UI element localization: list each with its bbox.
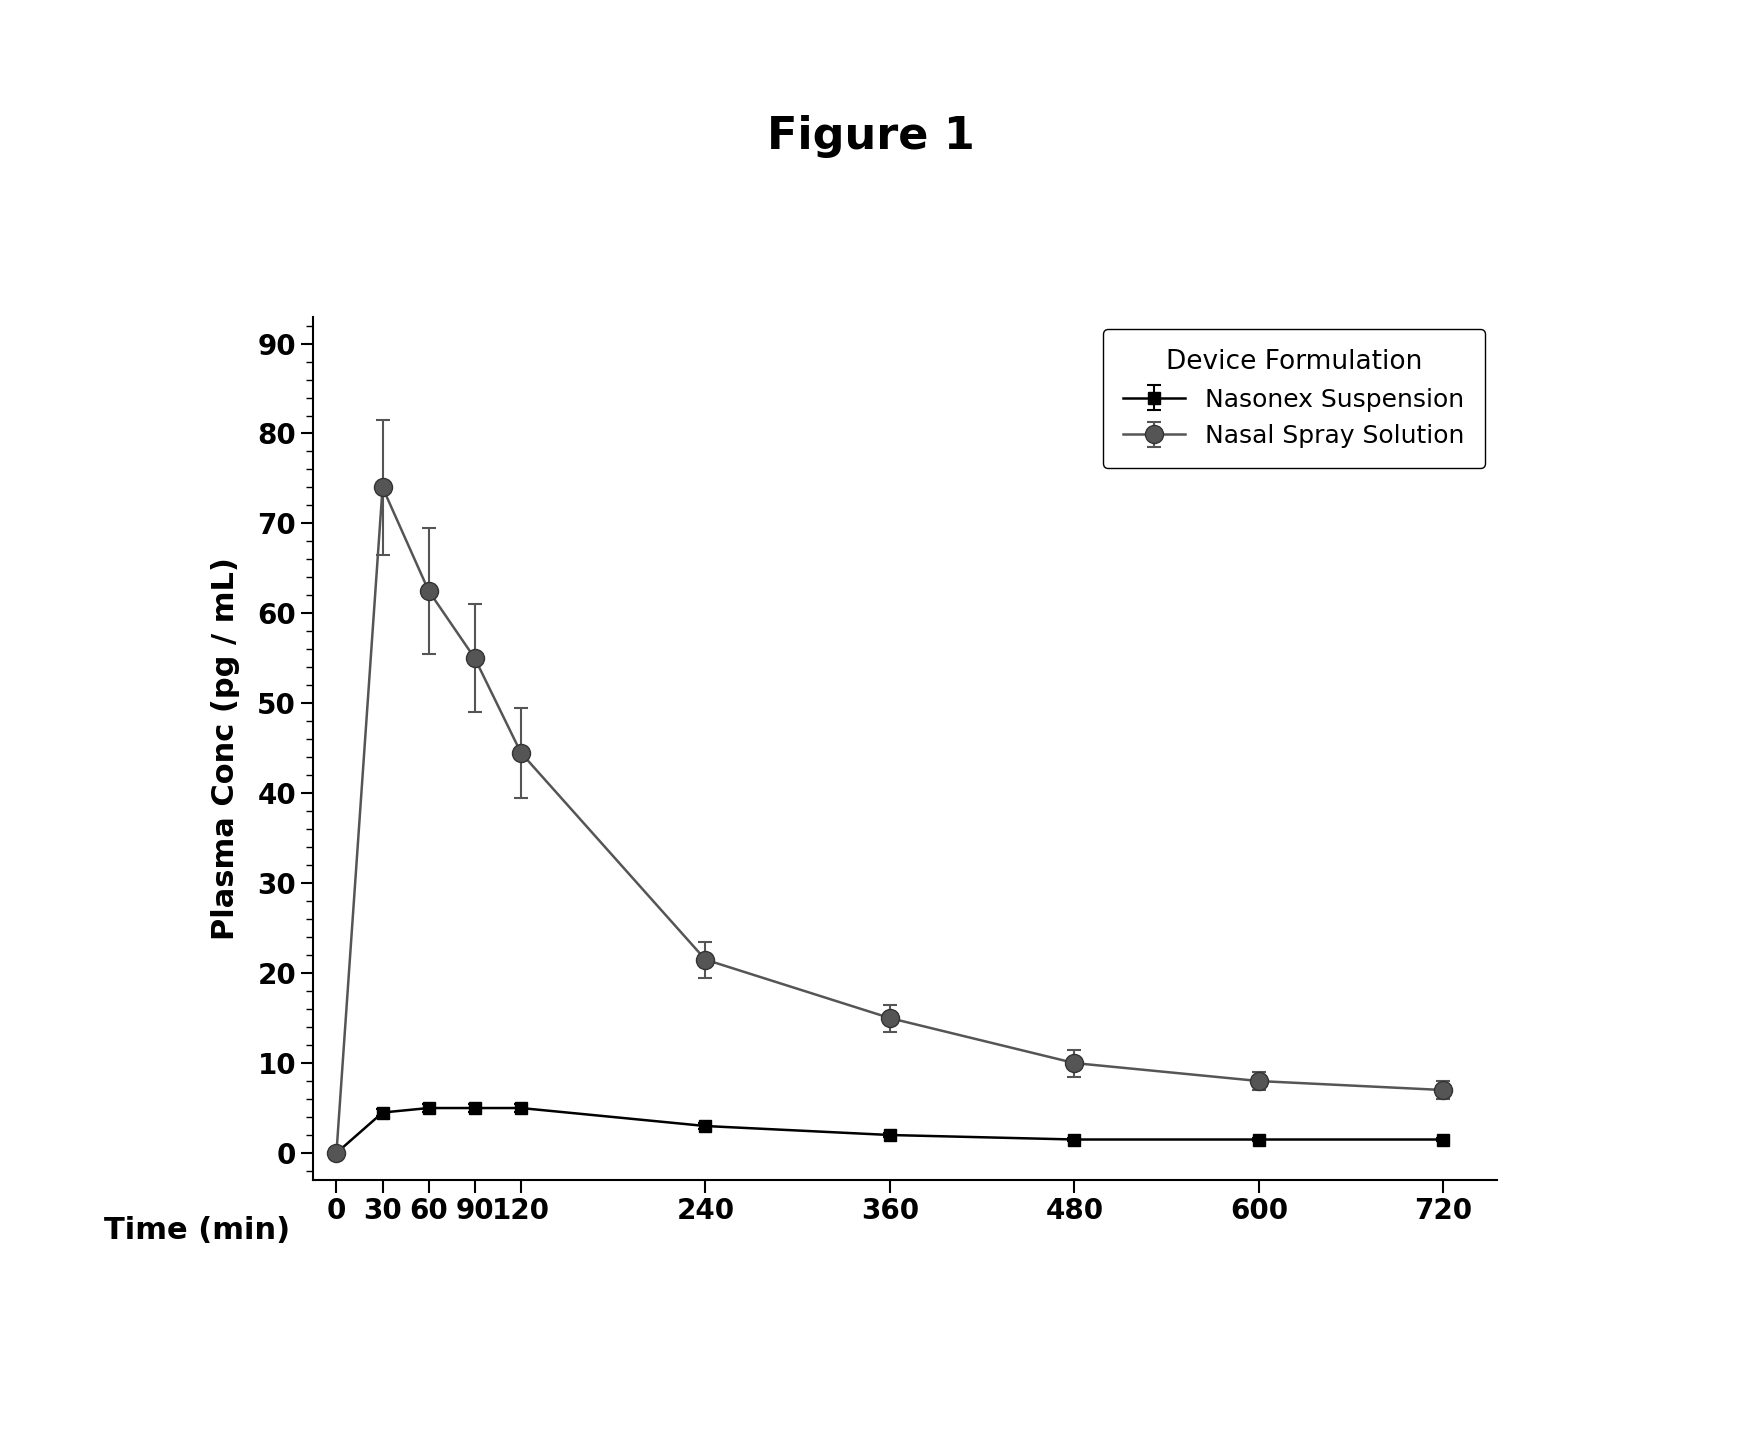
Text: Time (min): Time (min) bbox=[104, 1216, 291, 1245]
Text: Figure 1: Figure 1 bbox=[766, 115, 975, 158]
Legend: Nasonex Suspension, Nasal Spray Solution: Nasonex Suspension, Nasal Spray Solution bbox=[1102, 330, 1485, 468]
Y-axis label: Plasma Conc (pg / mL): Plasma Conc (pg / mL) bbox=[211, 557, 240, 940]
